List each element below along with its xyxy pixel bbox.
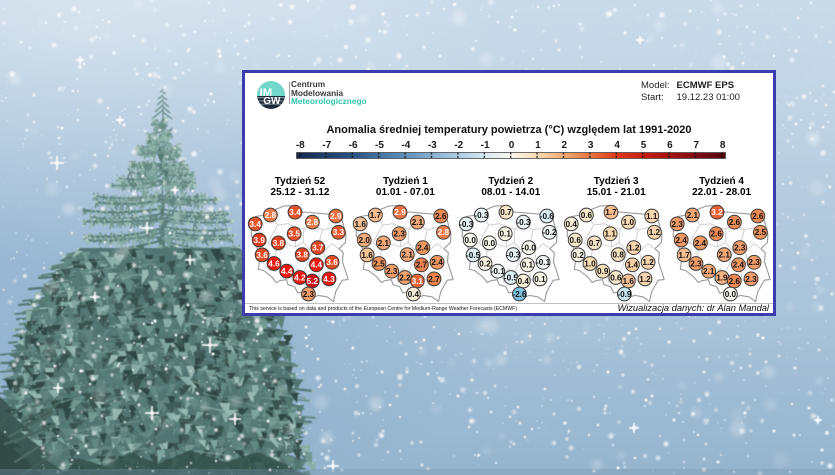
- svg-text:2.4: 2.4: [432, 258, 444, 267]
- svg-text:1.7: 1.7: [678, 251, 690, 260]
- svg-text:2.1: 2.1: [686, 211, 698, 220]
- svg-text:1.2: 1.2: [639, 275, 651, 284]
- svg-text:0.2: 0.2: [479, 259, 491, 268]
- svg-text:2.8: 2.8: [265, 211, 277, 220]
- svg-text:2.1: 2.1: [718, 251, 730, 260]
- svg-text:2.7: 2.7: [429, 275, 441, 284]
- svg-text:0.1: 0.1: [534, 275, 546, 284]
- svg-text:0.0: 0.0: [724, 290, 736, 299]
- svg-text:1.1: 1.1: [646, 212, 658, 221]
- svg-text:-0.2: -0.2: [542, 228, 557, 237]
- svg-text:0.1: 0.1: [499, 230, 511, 239]
- svg-text:2.3: 2.3: [690, 259, 702, 268]
- svg-text:3.8: 3.8: [273, 239, 285, 248]
- svg-text:4.2: 4.2: [294, 273, 306, 282]
- svg-text:-2.6: -2.6: [512, 290, 527, 299]
- svg-text:2.9: 2.9: [330, 212, 342, 221]
- svg-text:0.4: 0.4: [517, 277, 529, 286]
- svg-text:3.3: 3.3: [333, 228, 345, 237]
- svg-text:4.3: 4.3: [323, 275, 335, 284]
- svg-text:0.6: 0.6: [581, 211, 593, 220]
- svg-text:2.3: 2.3: [745, 275, 757, 284]
- svg-text:1.0: 1.0: [623, 218, 635, 227]
- svg-text:0.7: 0.7: [589, 239, 601, 248]
- svg-text:3.2: 3.2: [711, 208, 723, 217]
- svg-text:3.4: 3.4: [289, 208, 301, 217]
- svg-text:2.1: 2.1: [412, 218, 424, 227]
- svg-text:4.6: 4.6: [268, 259, 280, 268]
- svg-text:2.3: 2.3: [734, 244, 746, 253]
- svg-text:2.3: 2.3: [394, 230, 406, 239]
- svg-text:3.4: 3.4: [250, 220, 262, 229]
- svg-text:2.8: 2.8: [438, 228, 450, 237]
- svg-text:-0.3: -0.3: [516, 218, 531, 227]
- svg-text:2.6: 2.6: [752, 212, 764, 221]
- svg-text:3.9: 3.9: [254, 236, 266, 245]
- svg-text:-0.9: -0.9: [618, 290, 633, 299]
- svg-text:2.0: 2.0: [359, 236, 371, 245]
- svg-text:1.9: 1.9: [716, 273, 728, 282]
- svg-text:5.2: 5.2: [307, 277, 319, 286]
- svg-text:0.9: 0.9: [597, 267, 609, 276]
- svg-text:2.7: 2.7: [416, 261, 428, 270]
- svg-text:3.6: 3.6: [256, 251, 268, 260]
- svg-text:2.1: 2.1: [378, 239, 390, 248]
- svg-text:2.8: 2.8: [307, 218, 319, 227]
- svg-text:2.3: 2.3: [303, 290, 315, 299]
- svg-text:0.1: 0.1: [522, 261, 534, 270]
- svg-text:1.7: 1.7: [370, 211, 382, 220]
- svg-text:1.1: 1.1: [605, 230, 617, 239]
- svg-text:3.8: 3.8: [297, 251, 309, 260]
- svg-text:2.4: 2.4: [675, 236, 687, 245]
- svg-text:2.9: 2.9: [395, 208, 407, 217]
- svg-text:1.2: 1.2: [649, 228, 661, 237]
- svg-text:1.6: 1.6: [623, 277, 635, 286]
- svg-text:2.1: 2.1: [402, 251, 414, 260]
- svg-text:2.6: 2.6: [710, 230, 722, 239]
- svg-text:GW: GW: [263, 96, 281, 107]
- svg-text:-0.3: -0.3: [506, 251, 521, 260]
- svg-text:-0.6: -0.6: [540, 212, 555, 221]
- svg-text:2.3: 2.3: [671, 220, 683, 229]
- svg-text:3.6: 3.6: [326, 258, 338, 267]
- svg-text:3.1: 3.1: [412, 277, 424, 286]
- svg-text:-0.3: -0.3: [474, 211, 489, 220]
- svg-text:2.4: 2.4: [694, 239, 706, 248]
- svg-text:0.8: 0.8: [613, 251, 625, 260]
- svg-text:2.5: 2.5: [374, 259, 386, 268]
- svg-text:3.5: 3.5: [289, 230, 301, 239]
- svg-text:1.6: 1.6: [362, 251, 374, 260]
- svg-text:2.3: 2.3: [748, 258, 760, 267]
- svg-text:1.2: 1.2: [628, 244, 640, 253]
- svg-text:1.4: 1.4: [627, 261, 639, 270]
- svg-text:4.4: 4.4: [311, 261, 323, 270]
- svg-text:2.6: 2.6: [728, 277, 740, 286]
- svg-text:3.7: 3.7: [312, 244, 324, 253]
- svg-text:-0.0: -0.0: [522, 244, 537, 253]
- svg-text:2.6: 2.6: [435, 212, 447, 221]
- svg-text:-0.3: -0.3: [459, 220, 474, 229]
- svg-text:0.4: 0.4: [566, 220, 578, 229]
- svg-text:0.0: 0.0: [484, 239, 496, 248]
- svg-text:1.6: 1.6: [355, 220, 367, 229]
- svg-text:0.6: 0.6: [610, 273, 622, 282]
- svg-text:0.0: 0.0: [464, 236, 476, 245]
- svg-text:2.3: 2.3: [386, 267, 398, 276]
- svg-text:2.4: 2.4: [417, 244, 429, 253]
- svg-text:4.4: 4.4: [281, 267, 293, 276]
- svg-text:2.5: 2.5: [754, 228, 766, 237]
- svg-text:1.2: 1.2: [643, 258, 655, 267]
- svg-text:0.4: 0.4: [408, 290, 420, 299]
- svg-text:2.6: 2.6: [728, 218, 740, 227]
- svg-text:0.2: 0.2: [573, 251, 585, 260]
- svg-text:1.7: 1.7: [605, 208, 617, 217]
- svg-text:0.7: 0.7: [500, 208, 512, 217]
- svg-text:2.4: 2.4: [732, 261, 744, 270]
- svg-text:2.1: 2.1: [703, 267, 715, 276]
- svg-text:0.6: 0.6: [570, 236, 582, 245]
- svg-text:2.2: 2.2: [400, 273, 412, 282]
- svg-text:1.0: 1.0: [584, 259, 596, 268]
- svg-text:-0.1: -0.1: [536, 258, 551, 267]
